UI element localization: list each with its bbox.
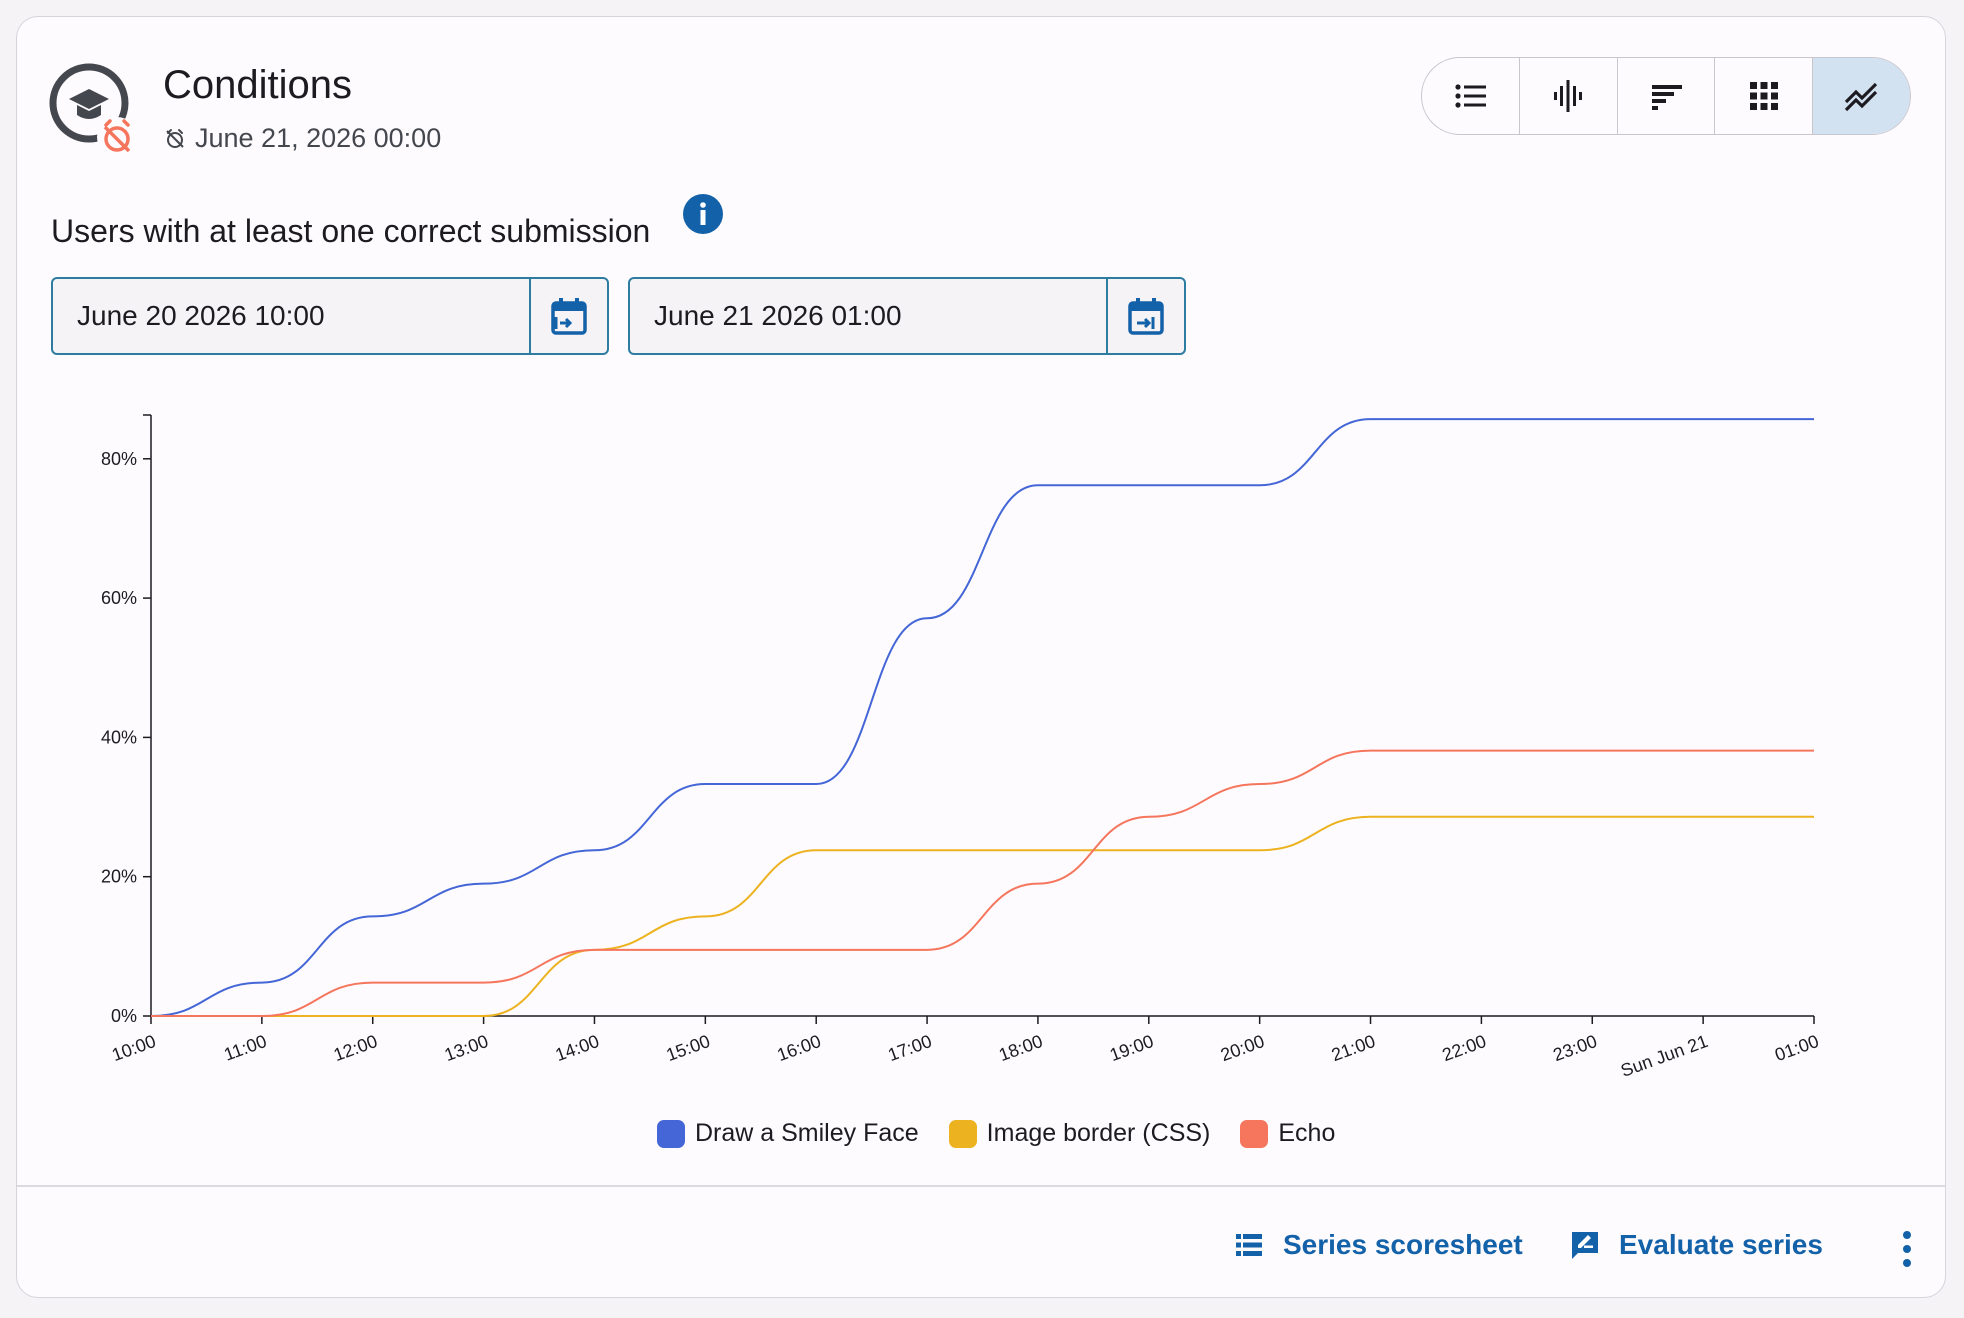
footer-divider <box>17 1185 1945 1187</box>
view-grid-button[interactable] <box>1715 58 1814 134</box>
x-tick-label: 23:00 <box>1550 1031 1599 1065</box>
start-date-picker-button[interactable] <box>529 279 607 353</box>
x-tick-label: 16:00 <box>774 1031 823 1065</box>
end-date-picker-button[interactable] <box>1106 279 1184 353</box>
x-tick-label: 12:00 <box>331 1031 380 1065</box>
view-line-chart-button[interactable] <box>1813 58 1910 134</box>
x-tick-label: 22:00 <box>1440 1031 1489 1065</box>
series-line <box>151 749 1814 1018</box>
info-icon[interactable] <box>682 193 724 235</box>
x-tick-label: 10:00 <box>109 1031 158 1065</box>
deadline-date-text: June 21, 2026 00:00 <box>195 123 442 153</box>
chart-legend: Draw a Smiley Face Image border (CSS) Ec… <box>657 1119 1335 1148</box>
series-line <box>150 418 1814 1017</box>
y-tick-label: 80% <box>101 449 137 469</box>
x-tick-label: 14:00 <box>553 1031 602 1065</box>
legend-swatch <box>1240 1119 1269 1148</box>
legend-swatch <box>657 1119 685 1148</box>
calendar-end-icon <box>1128 298 1164 335</box>
legend-item[interactable]: Image border (CSS) <box>948 1119 1211 1148</box>
course-condition-icon <box>49 63 137 157</box>
x-tick-label: 20:00 <box>1218 1031 1267 1065</box>
x-tick-label: 01:00 <box>1772 1031 1821 1065</box>
evaluate-series-button[interactable]: Evaluate series <box>1569 1229 1823 1261</box>
line-chart-icon <box>1844 82 1877 112</box>
x-tick-label: Sun Jun 21 <box>1618 1031 1710 1081</box>
chart-card: Conditions June 21, 2026 00:00 <box>16 16 1946 1298</box>
series-scoresheet-label: Series scoresheet <box>1283 1229 1523 1260</box>
waveform-icon <box>1554 80 1583 112</box>
calendar-start-icon <box>551 298 587 335</box>
x-tick-label: 17:00 <box>885 1031 934 1065</box>
view-list-button[interactable] <box>1422 58 1520 134</box>
y-tick-label: 20% <box>101 867 137 887</box>
start-date-input[interactable]: June 20 2026 10:00 <box>77 300 325 331</box>
alarm-off-icon <box>166 128 184 148</box>
legend-label: Echo <box>1278 1119 1336 1147</box>
y-tick-label: 0% <box>111 1006 137 1026</box>
sort-bars-icon <box>1651 85 1682 110</box>
x-tick-label: 11:00 <box>221 1031 269 1065</box>
list-icon <box>1455 84 1487 108</box>
series-scoresheet-button[interactable]: Series scoresheet <box>1233 1229 1523 1261</box>
chart-heading: Users with at least one correct submissi… <box>51 213 651 249</box>
list-alt-icon <box>1236 1234 1262 1256</box>
legend-label: Image border (CSS) <box>986 1119 1211 1147</box>
x-tick-label: 19:00 <box>1107 1031 1156 1065</box>
x-tick-label: 21:00 <box>1329 1031 1378 1065</box>
x-tick-label: 15:00 <box>664 1031 713 1065</box>
end-date-input[interactable]: June 21 2026 01:00 <box>654 300 902 331</box>
x-tick-label: 18:00 <box>996 1031 1045 1065</box>
legend-item[interactable]: Draw a Smiley Face <box>657 1119 919 1148</box>
deadline-date: June 21, 2026 00:00 <box>163 123 441 154</box>
view-waveform-button[interactable] <box>1520 58 1618 134</box>
start-date-field[interactable]: June 20 2026 10:00 <box>51 277 609 355</box>
view-sorted-bars-button[interactable] <box>1618 58 1716 134</box>
series-line <box>151 815 1814 1018</box>
line-chart: 0% 20% 40% 60% 80% 10:00 11:00 12:00 13:00 14:00 1… <box>101 414 1821 1081</box>
y-tick-label: 60% <box>101 588 137 608</box>
y-tick-label: 40% <box>101 727 137 747</box>
rate-review-icon <box>1572 1232 1598 1259</box>
x-tick-label: 13:00 <box>442 1031 491 1065</box>
legend-label: Draw a Smiley Face <box>695 1119 919 1147</box>
end-date-field[interactable]: June 21 2026 01:00 <box>628 277 1186 355</box>
page-title: Conditions <box>163 63 353 107</box>
legend-swatch <box>948 1119 977 1148</box>
view-toggle-group <box>1421 57 1911 135</box>
more-options-icon[interactable] <box>1889 1227 1925 1271</box>
evaluate-series-label: Evaluate series <box>1619 1229 1823 1260</box>
legend-item[interactable]: Echo <box>1240 1119 1335 1148</box>
grid-icon <box>1749 82 1778 110</box>
